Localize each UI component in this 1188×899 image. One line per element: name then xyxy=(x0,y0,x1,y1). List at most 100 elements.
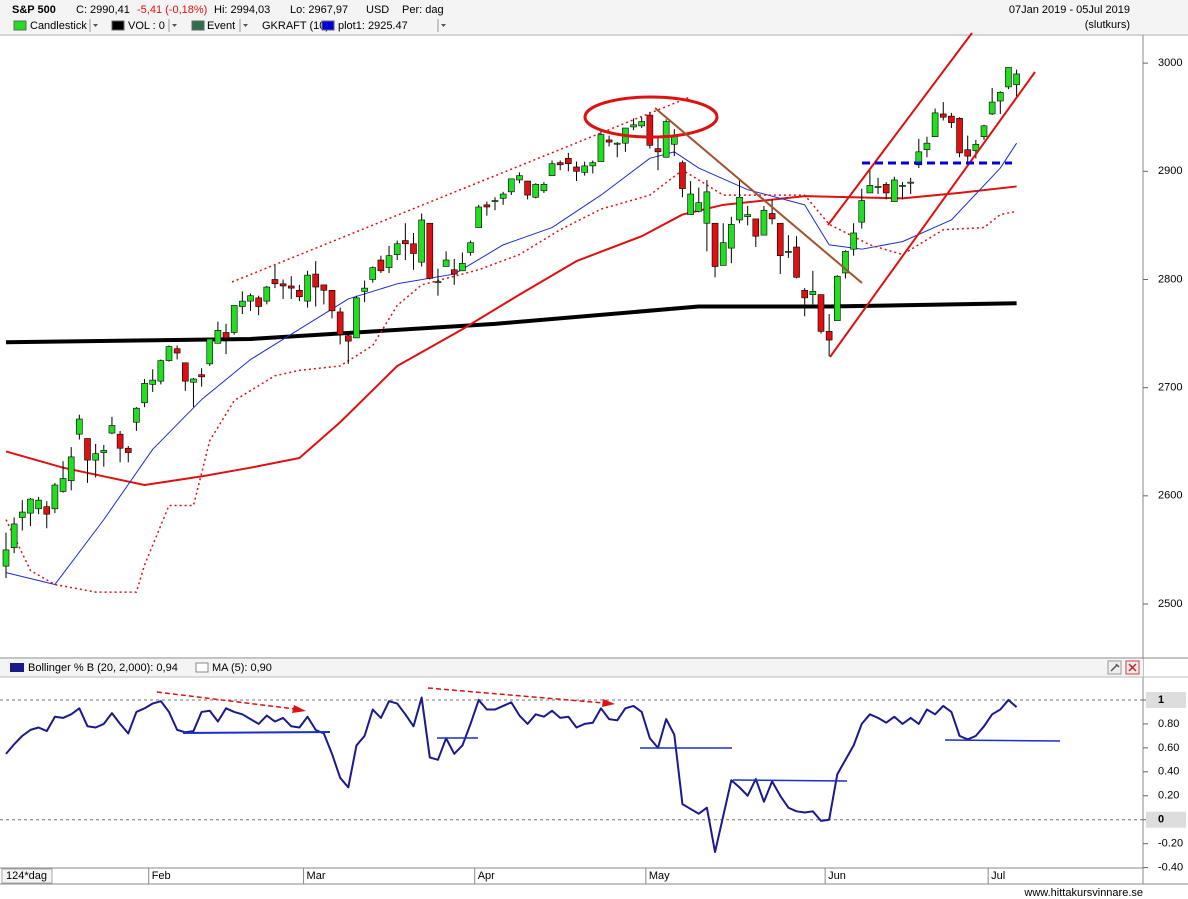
candle-body xyxy=(728,224,735,249)
candle-body xyxy=(776,222,784,256)
top-ellipse xyxy=(583,95,719,139)
x-tick-label: Jul xyxy=(991,870,1005,882)
candle-body xyxy=(516,175,523,181)
candle-body xyxy=(35,499,42,510)
dropdown-arrow[interactable] xyxy=(172,24,177,27)
panel-title: Bollinger % B (20, 2,000): 0,94 xyxy=(28,662,178,674)
candle-body xyxy=(124,447,132,453)
candle-body xyxy=(736,196,743,221)
candle-body xyxy=(402,240,409,245)
candle-body xyxy=(719,242,727,266)
legend-label[interactable]: Event xyxy=(207,20,235,32)
y-tick-label: 0 xyxy=(1158,814,1164,826)
legend-swatch xyxy=(195,662,209,673)
candle-body xyxy=(393,243,401,255)
candle-body xyxy=(581,165,588,173)
period-label-box xyxy=(1,868,53,884)
candle-body xyxy=(353,297,360,339)
high-value: Hi: 2994,03 xyxy=(214,4,270,16)
legend-swatch[interactable] xyxy=(191,20,205,31)
y-tick-label: -0.40 xyxy=(1158,862,1183,874)
dropdown-arrow[interactable] xyxy=(243,24,248,27)
candle-body xyxy=(833,275,841,321)
panel-subtitle: MA (5): 0,90 xyxy=(212,662,272,674)
candle-body xyxy=(573,166,580,172)
candle-body xyxy=(597,134,605,162)
candle-body xyxy=(59,478,67,492)
legend-label[interactable]: Candlestick xyxy=(30,20,87,32)
legend-swatch[interactable] xyxy=(111,20,125,31)
dropdown-arrow[interactable] xyxy=(93,24,98,27)
candle-body xyxy=(711,222,719,267)
candle-body xyxy=(108,425,116,434)
candle-body xyxy=(760,209,768,236)
candle-body xyxy=(744,214,751,218)
plot-area: 2500 2600 2700 2800 2900 3000 Feb Mar Apr May Jun J… xyxy=(0,57,1186,884)
candle-body xyxy=(369,267,377,280)
support-line xyxy=(732,779,848,782)
footer: www.hittakursvinnare.se xyxy=(1023,887,1143,899)
candle-body xyxy=(385,255,393,268)
candle-body xyxy=(850,232,857,250)
candle-body xyxy=(198,374,205,378)
candle-body xyxy=(230,305,238,333)
dropdown-arrow[interactable] xyxy=(441,24,446,27)
candle-body xyxy=(133,407,140,423)
candle-body xyxy=(239,300,246,307)
candle-body xyxy=(10,523,18,549)
candle-body xyxy=(1005,67,1012,88)
candle-body xyxy=(336,311,344,335)
candle-body xyxy=(491,200,499,202)
candle-body xyxy=(817,294,825,332)
dropdown-arrows xyxy=(93,24,446,27)
candle-body xyxy=(467,242,474,253)
trend-line xyxy=(231,96,691,283)
x-tick-label: Apr xyxy=(478,870,495,882)
candle-body xyxy=(825,331,833,341)
candle-body xyxy=(891,179,898,202)
panel-buttons xyxy=(1107,660,1140,675)
candle-body xyxy=(948,115,955,123)
candle-body xyxy=(931,112,939,137)
candle-body xyxy=(450,269,458,275)
candle-body xyxy=(206,338,214,365)
candle-body xyxy=(296,289,303,298)
candle-body xyxy=(507,178,515,193)
x-tick-label: May xyxy=(649,870,670,882)
candle-body xyxy=(752,218,760,237)
candle-body xyxy=(92,453,99,461)
candle-body xyxy=(842,251,849,274)
y-tick-label: 2900 xyxy=(1158,165,1182,177)
support-line xyxy=(944,739,1061,742)
candle-body xyxy=(157,360,165,382)
legend-swatch[interactable] xyxy=(321,20,335,31)
candle-body xyxy=(882,183,890,194)
candle-body xyxy=(222,332,230,339)
candle-body xyxy=(1013,73,1020,86)
channel-line xyxy=(829,71,1036,358)
currency: USD xyxy=(366,4,389,16)
candle-body xyxy=(964,149,972,157)
candle-body xyxy=(939,113,947,118)
legend-swatch[interactable] xyxy=(13,20,27,31)
support-line xyxy=(182,731,331,734)
indicator-line xyxy=(5,696,1018,854)
panel-header xyxy=(0,659,1143,677)
candle-body xyxy=(532,183,540,198)
wrench-icon xyxy=(1110,663,1120,672)
candle-body xyxy=(703,191,711,224)
period: Per: dag xyxy=(402,4,444,16)
candle-body xyxy=(2,549,10,567)
y-tick-label: 0.80 xyxy=(1158,718,1179,730)
candle-body xyxy=(858,200,866,223)
candle-body xyxy=(442,259,450,267)
legend-label[interactable]: GKRAFT (10) xyxy=(262,20,329,32)
legend-label[interactable]: plot1: 2925.47 xyxy=(338,20,408,32)
candle-body xyxy=(801,289,809,299)
candle-body xyxy=(809,291,817,295)
candle-body xyxy=(377,259,385,272)
candle-body xyxy=(149,379,156,385)
legend-label[interactable]: VOL : 0 xyxy=(128,20,165,32)
candle-body xyxy=(271,279,279,285)
